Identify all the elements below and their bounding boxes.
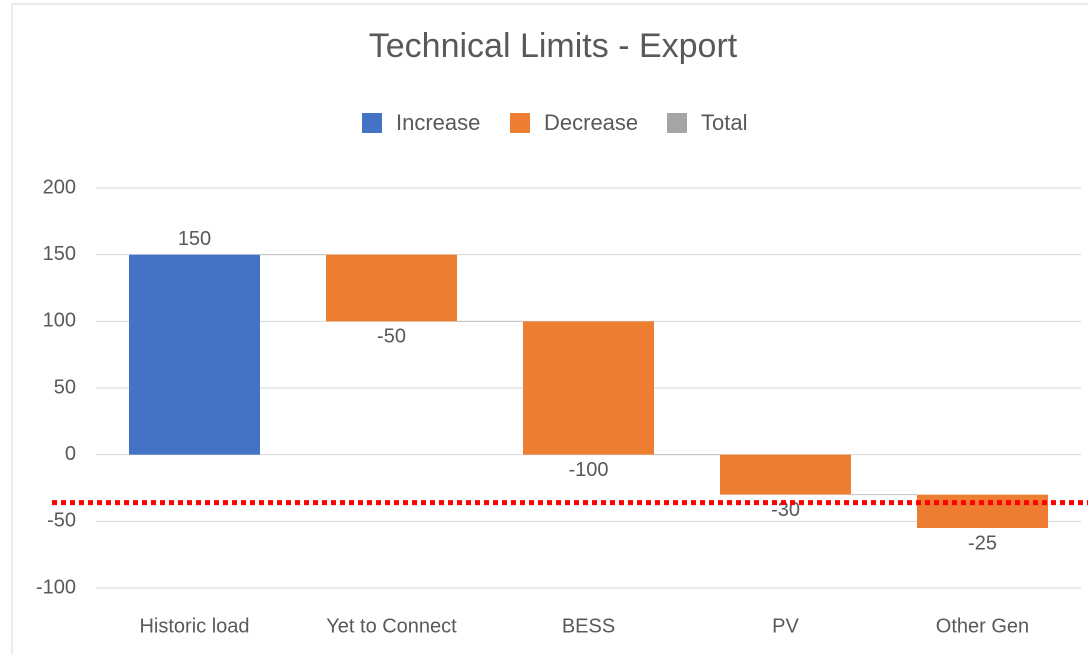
y-tick-label: 100: [43, 310, 76, 332]
bar: [917, 494, 1048, 528]
legend-swatch: [362, 113, 382, 133]
x-tick-label: Other Gen: [936, 615, 1029, 637]
y-tick-label: 150: [43, 243, 76, 265]
legend-label: Total: [701, 110, 747, 135]
bar: [523, 321, 654, 455]
legend-label: Decrease: [544, 110, 638, 135]
x-tick-label: BESS: [562, 615, 615, 637]
x-tick-label: PV: [772, 615, 799, 637]
data-label: 150: [178, 228, 211, 250]
y-tick-label: -100: [36, 576, 76, 598]
data-label: -100: [568, 459, 608, 481]
data-label: -50: [377, 326, 406, 348]
legend-swatch: [667, 113, 687, 133]
chart-title: Technical Limits - Export: [369, 27, 738, 65]
legend-label: Increase: [396, 110, 480, 135]
bar: [720, 454, 851, 495]
legend: Increase Decrease Total: [362, 110, 747, 135]
y-tick-label: -50: [47, 510, 76, 532]
bar: [129, 254, 260, 455]
x-tick-label: Yet to Connect: [326, 615, 457, 637]
y-tick-label: 50: [54, 376, 76, 398]
y-tick-label: 0: [65, 443, 76, 465]
data-label: -25: [968, 532, 997, 554]
bar: [326, 254, 457, 322]
x-tick-label: Historic load: [139, 615, 249, 637]
y-tick-label: 200: [43, 176, 76, 198]
legend-swatch: [510, 113, 530, 133]
